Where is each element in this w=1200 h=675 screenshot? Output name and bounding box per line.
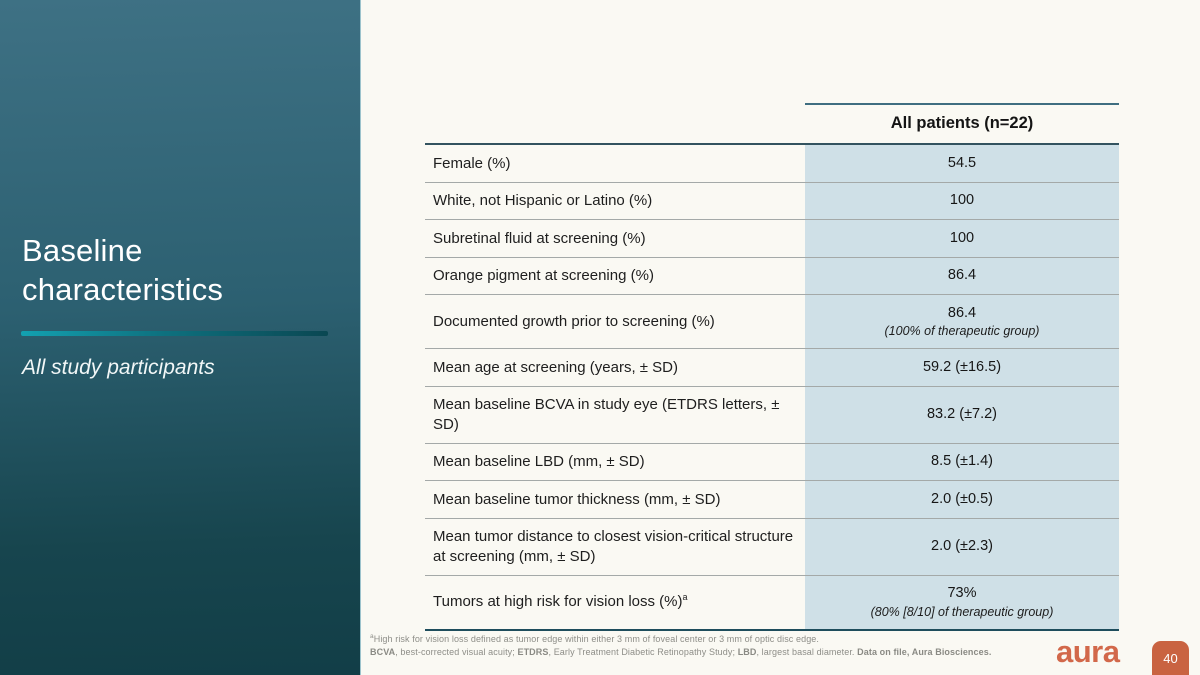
row-value: 59.2 (±16.5) — [805, 348, 1119, 387]
row-label: Mean baseline tumor thickness (mm, ± SD) — [433, 490, 721, 508]
row-label: Tumors at high risk for vision loss (%)a — [433, 592, 688, 611]
table-row: Subretinal fluid at screening (%) 100 — [425, 219, 1119, 257]
table-body: Female (%) 54.5 White, not Hispanic or Lat… — [425, 144, 1119, 630]
row-value: 86.4 (100% of therapeutic group) — [805, 294, 1119, 349]
table-row: White, not Hispanic or Latino (%) 100 — [425, 182, 1119, 220]
baseline-table-container: All patients (n=22) Female (%) 54.5 White,… — [425, 103, 1119, 631]
table-row: Orange pigment at screening (%) 86.4 — [425, 257, 1119, 295]
row-label: Subretinal fluid at screening (%) — [433, 229, 646, 247]
row-value: 100 — [805, 182, 1119, 220]
page-title: Baseline characteristics — [22, 233, 224, 307]
table-row: Mean tumor distance to closest vision-cr… — [425, 518, 1119, 576]
page-subtitle: All study participants — [22, 356, 215, 379]
row-label: Mean baseline BCVA in study eye (ETDRS l… — [433, 396, 780, 433]
table-header-row: All patients (n=22) — [425, 103, 1119, 144]
page-number-badge: 40 — [1152, 641, 1189, 675]
footnote-superscript: a — [370, 633, 374, 640]
footnote-line1: aHigh risk for vision loss defined as tu… — [370, 633, 820, 644]
row-label: Mean age at screening (years, ± SD) — [433, 358, 679, 376]
row-label: Orange pigment at screening (%) — [433, 267, 654, 284]
row-label: White, not Hispanic or Latino (%) — [433, 192, 653, 209]
column-header-all-patients: All patients (n=22) — [805, 103, 1119, 144]
row-value-note: (80% [8/10] of therapeutic group) — [870, 604, 1054, 619]
footnote-line2: BCVA, best-corrected visual acuity; ETDR… — [370, 647, 992, 658]
row-value-note: (100% of therapeutic group) — [884, 324, 1040, 339]
table-row: Tumors at high risk for vision loss (%)a… — [425, 575, 1119, 630]
row-label: Mean baseline LBD (mm, ± SD) — [433, 453, 645, 471]
title-divider — [21, 331, 328, 336]
row-value: 83.2 (±7.2) — [805, 386, 1119, 444]
row-label: Mean tumor distance to closest vision-cr… — [433, 528, 794, 565]
table-row: Mean baseline LBD (mm, ± SD) 8.5 (±1.4) — [425, 443, 1119, 481]
row-label: Female (%) — [433, 154, 511, 172]
table-row: Female (%) 54.5 — [425, 144, 1119, 182]
table-row: Documented growth prior to screening (%)… — [425, 294, 1119, 349]
row-value: 8.5 (±1.4) — [805, 443, 1119, 481]
baseline-table: All patients (n=22) Female (%) 54.5 White,… — [425, 103, 1119, 631]
header-spacer — [425, 104, 805, 144]
row-value: 2.0 (±0.5) — [805, 480, 1119, 519]
table-row: Mean baseline BCVA in study eye (ETDRS l… — [425, 386, 1119, 444]
sidebar: Baseline characteristics All study parti… — [0, 0, 361, 675]
row-label: Documented growth prior to screening (%) — [433, 312, 715, 330]
aura-logo: aura — [1056, 634, 1120, 669]
row-value: 54.5 — [805, 144, 1119, 182]
label-superscript: a — [682, 592, 688, 603]
row-value: 2.0 (±2.3) — [805, 518, 1119, 576]
row-value: 100 — [805, 219, 1119, 257]
row-value: 86.4 — [805, 257, 1119, 295]
page-number: 40 — [1163, 650, 1178, 666]
table-row: Mean baseline tumor thickness (mm, ± SD)… — [425, 480, 1119, 519]
footnotes: aHigh risk for vision loss defined as tu… — [370, 632, 1010, 659]
row-value: 73% (80% [8/10] of therapeutic group) — [805, 575, 1119, 630]
table-row: Mean age at screening (years, ± SD) 59.2 … — [425, 348, 1119, 387]
